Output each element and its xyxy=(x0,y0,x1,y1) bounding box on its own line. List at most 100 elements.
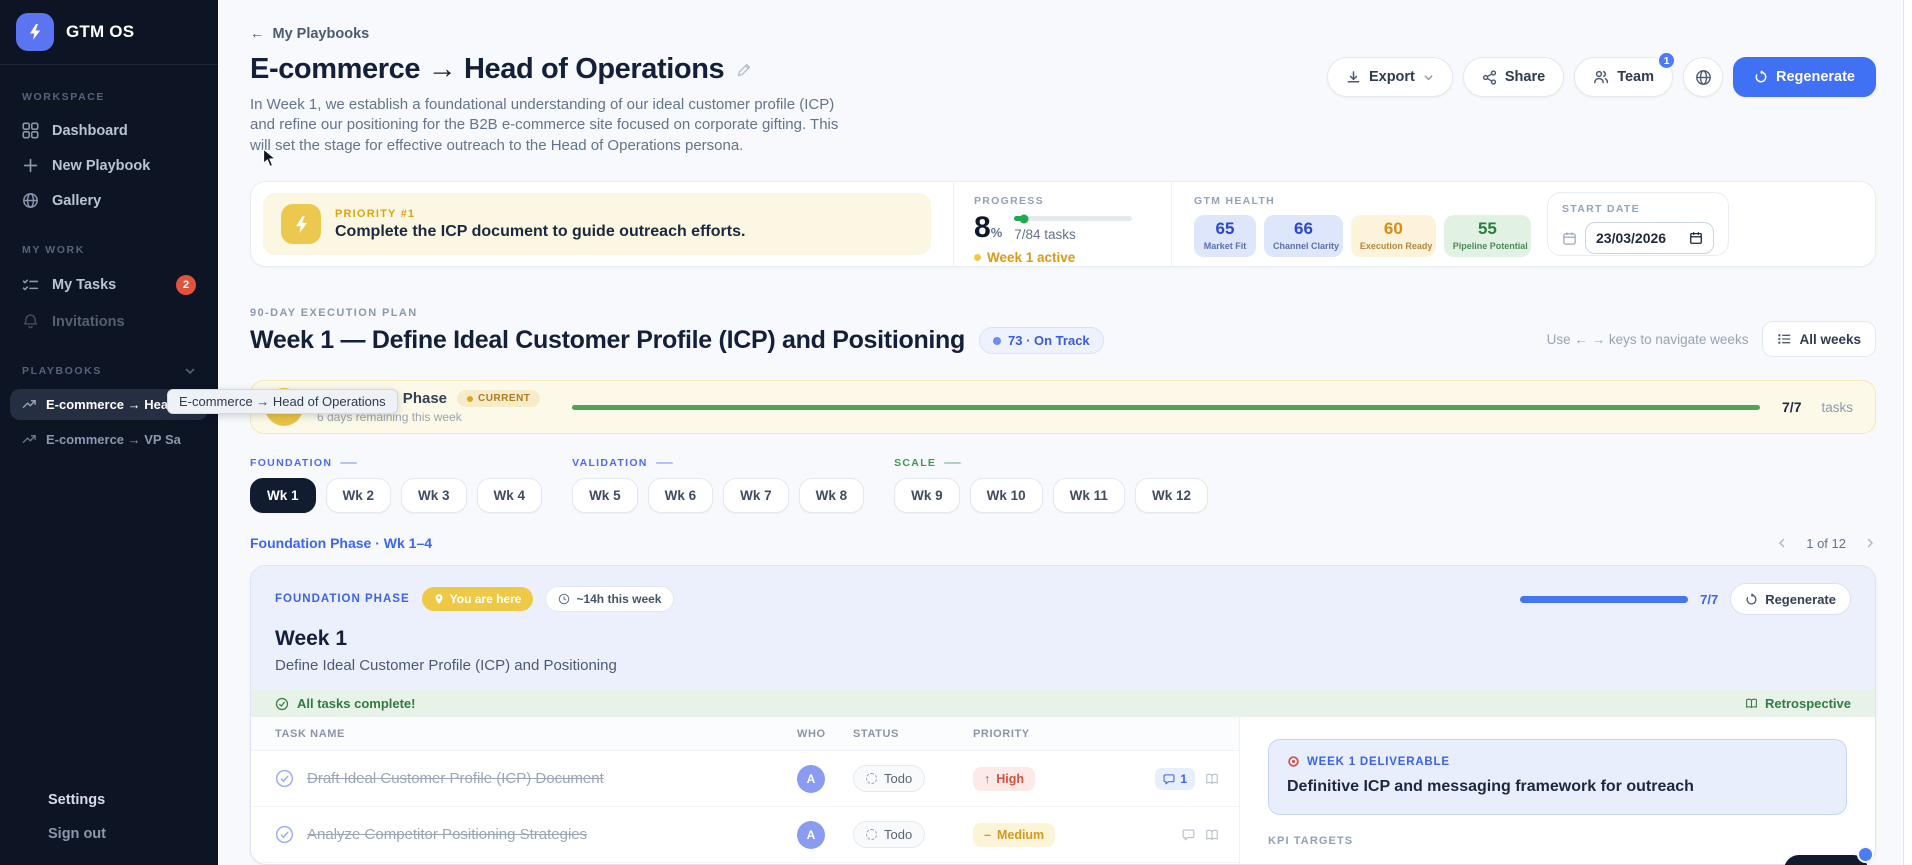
metric-pipeline-potential: 55 Pipeline Potential xyxy=(1443,215,1531,257)
page-header-left: ← My Playbooks E-commerce → Head of Oper… xyxy=(250,26,850,156)
week-tab-wk11[interactable]: Wk 11 xyxy=(1052,478,1125,513)
chat-widget-button[interactable] xyxy=(1784,855,1868,865)
share-button[interactable]: Share xyxy=(1462,57,1565,97)
sidebar-item-settings[interactable]: Settings xyxy=(48,792,106,808)
week-tab-wk1[interactable]: Wk 1 xyxy=(250,478,316,513)
regenerate-button[interactable]: Regenerate xyxy=(1733,57,1876,97)
week-group-scale: SCALE Wk 9 Wk 10 Wk 11 Wk 12 xyxy=(894,457,1208,513)
week-progress-count: 7/7 xyxy=(1700,591,1719,607)
week-detail-card: FOUNDATION PHASE You are here ~14h this … xyxy=(250,565,1876,865)
task-check-icon[interactable] xyxy=(275,825,294,844)
pager-next-icon[interactable] xyxy=(1864,537,1876,549)
mouse-cursor xyxy=(262,148,277,168)
priority-label: PRIORITY #1 xyxy=(335,207,416,220)
pager-prev-icon[interactable] xyxy=(1776,537,1788,549)
week-tab-wk7[interactable]: Wk 7 xyxy=(723,478,789,513)
team-button[interactable]: Team 1 xyxy=(1574,51,1677,97)
sidebar-item-label: Invitations xyxy=(52,313,125,330)
export-button[interactable]: Export xyxy=(1326,57,1453,97)
page-title: E-commerce → Head of Operations xyxy=(250,53,725,85)
stats-card: PRIORITY #1 Complete the ICP document to… xyxy=(250,181,1876,268)
playbook-label: E-commerce → Head of ... xyxy=(46,397,207,412)
week-tab-wk5[interactable]: Wk 5 xyxy=(572,478,638,513)
sidebar-footer: Settings Sign out xyxy=(0,783,218,865)
playbooks-section-label: PLAYBOOKS xyxy=(0,365,218,377)
scrollbar-track[interactable] xyxy=(1903,0,1912,865)
sidebar-item-gallery[interactable]: Gallery xyxy=(0,183,218,218)
language-globe-button[interactable] xyxy=(1683,57,1724,97)
week-card-header: FOUNDATION PHASE You are here ~14h this … xyxy=(251,566,1875,690)
keyboard-nav-hint: Use ← → keys to navigate weeks xyxy=(1546,331,1749,347)
phase-caption: Foundation Phase · Wk 1–4 xyxy=(250,535,433,551)
download-icon xyxy=(1347,70,1360,82)
page-header: ← My Playbooks E-commerce → Head of Oper… xyxy=(250,26,1876,156)
week-tab-wk3[interactable]: Wk 3 xyxy=(401,478,467,513)
on-track-badge: 73 · On Track xyxy=(979,327,1104,355)
chevron-down-icon xyxy=(1424,74,1433,80)
week-tab-wk4[interactable]: Wk 4 xyxy=(476,478,543,513)
arrow-up-icon: ↑ xyxy=(984,771,991,786)
start-date-input[interactable]: 23/03/2026 xyxy=(1585,222,1714,255)
map-pin-icon xyxy=(435,594,443,604)
my-work-section-label: MY WORK xyxy=(22,244,85,256)
sidebar-item-label: My Tasks xyxy=(52,277,117,293)
main-content: ← My Playbooks E-commerce → Head of Oper… xyxy=(218,0,1903,865)
all-tasks-complete-banner: All tasks complete! Retrospective xyxy=(251,690,1875,717)
todo-circle-icon xyxy=(866,829,877,840)
metric-market-fit: 65 Market Fit xyxy=(1194,215,1256,257)
group-label-validation: VALIDATION xyxy=(572,457,864,469)
priority-badge-medium[interactable]: – Medium xyxy=(973,822,1056,847)
chat-notification-dot xyxy=(1857,846,1874,863)
kpi-targets-label: KPI TARGETS xyxy=(1268,835,1354,847)
all-weeks-button[interactable]: All weeks xyxy=(1762,321,1876,358)
week-regenerate-button[interactable]: Regenerate xyxy=(1730,583,1851,615)
sidebar-item-label: Gallery xyxy=(52,192,102,209)
week-tab-wk2[interactable]: Wk 2 xyxy=(325,478,392,513)
week-tab-wk10[interactable]: Wk 10 xyxy=(969,478,1043,513)
group-label-scale: SCALE xyxy=(894,457,1208,469)
time-estimate-badge: ~14h this week xyxy=(545,586,675,612)
week-tab-wk9[interactable]: Wk 9 xyxy=(894,478,960,513)
comment-icon xyxy=(1163,773,1175,784)
assignee-avatar[interactable]: A xyxy=(797,820,825,849)
assignee-avatar[interactable]: A xyxy=(797,764,825,793)
priority-badge-high[interactable]: ↑ High xyxy=(973,766,1036,791)
sidebar-playbook-ecommerce-vp-sales[interactable]: E-commerce → VP Sa xyxy=(10,424,208,455)
sidebar-item-dashboard[interactable]: Dashboard xyxy=(0,113,218,148)
task-name[interactable]: Draft Ideal Customer Profile (ICP) Docum… xyxy=(307,770,604,787)
status-select[interactable]: Todo xyxy=(853,765,926,792)
task-table-header: TASK NAME WHO STATUS PRIORITY xyxy=(251,717,1239,751)
week-tab-wk6[interactable]: Wk 6 xyxy=(647,478,714,513)
metric-channel-clarity: 66 Channel Clarity xyxy=(1264,215,1343,257)
back-to-playbooks-link[interactable]: ← My Playbooks xyxy=(250,26,370,42)
status-select[interactable]: Todo xyxy=(853,821,926,848)
task-row: Draft Ideal Customer Profile (ICP) Docum… xyxy=(251,751,1239,807)
sidebar-item-sign-out[interactable]: Sign out xyxy=(48,826,106,842)
deliverable-text: Definitive ICP and messaging framework f… xyxy=(1287,778,1694,795)
book-icon xyxy=(1206,829,1218,840)
sidebar-item-my-tasks[interactable]: My Tasks 2 xyxy=(0,266,218,304)
priority-bolt-icon xyxy=(281,204,321,245)
deliverable-card: WEEK 1 DELIVERABLE Definitive ICP and me… xyxy=(1268,739,1847,815)
week-navigator: FOUNDATION Wk 1 Wk 2 Wk 3 Wk 4 VALIDATIO… xyxy=(250,457,1876,513)
task-row: Analyze Competitor Positioning Strategie… xyxy=(251,807,1239,863)
edit-pencil-icon[interactable] xyxy=(736,62,752,78)
comments-button[interactable]: 1 xyxy=(1155,767,1195,790)
task-notes-button[interactable] xyxy=(1205,828,1219,842)
progress-bar xyxy=(1014,214,1133,224)
retrospective-link[interactable]: Retrospective xyxy=(1745,696,1851,711)
page-actions: Export Share Team 1 Regenerate xyxy=(1326,51,1876,97)
task-check-icon[interactable] xyxy=(275,769,294,788)
week-tab-wk12[interactable]: Wk 12 xyxy=(1134,478,1208,513)
plan-eyebrow: 90-DAY EXECUTION PLAN xyxy=(250,307,418,320)
task-notes-button[interactable] xyxy=(1205,772,1219,786)
comments-button[interactable] xyxy=(1182,828,1195,841)
week-plan-title: Week 1 — Define Ideal Customer Profile (… xyxy=(250,326,965,355)
sidebar-item-invitations[interactable]: Invitations xyxy=(0,304,218,339)
week-tab-wk8[interactable]: Wk 8 xyxy=(798,478,865,513)
chevron-down-icon[interactable] xyxy=(184,365,196,377)
task-name[interactable]: Analyze Competitor Positioning Strategie… xyxy=(307,826,588,843)
sidebar-item-new-playbook[interactable]: New Playbook xyxy=(0,148,218,183)
target-icon xyxy=(1288,756,1299,767)
